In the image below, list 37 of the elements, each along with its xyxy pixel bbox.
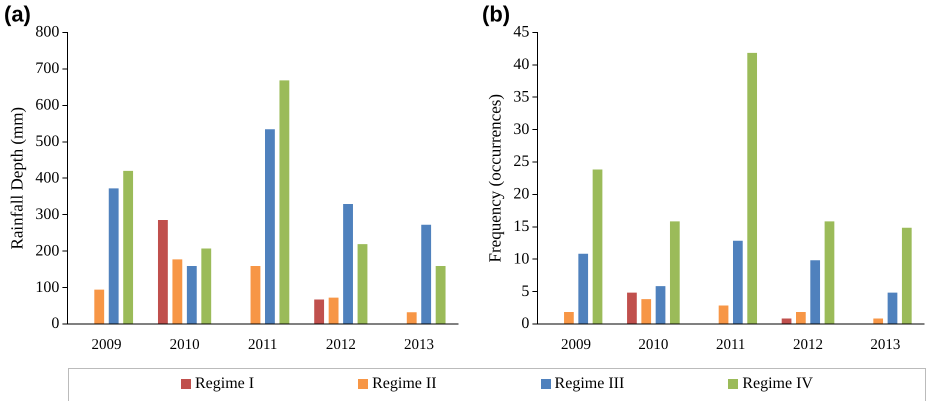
- x-tick-label: 2011: [716, 336, 746, 353]
- chart-title: (b): [482, 1, 510, 26]
- y-tick-label: 10: [513, 250, 530, 268]
- y-tick-label: 800: [35, 24, 60, 41]
- y-tick-label: 400: [35, 169, 60, 186]
- y-tick-label: 700: [35, 60, 60, 78]
- y-tick-label: 40: [513, 56, 530, 74]
- y-tick-label: 20: [513, 186, 530, 203]
- y-tick-label: 0: [521, 315, 530, 332]
- y-tick-label: 200: [35, 242, 60, 260]
- x-tick-label: 2013: [404, 336, 434, 353]
- x-tick-label: 2013: [870, 336, 900, 353]
- y-axis-title: Rainfall Depth (mm): [8, 106, 27, 250]
- chart-title: (a): [4, 1, 31, 26]
- y-tick-label: 45: [513, 24, 530, 41]
- y-tick-label: 15: [513, 218, 530, 236]
- legend-label: Regime II: [372, 375, 437, 393]
- y-tick-label: 30: [513, 120, 530, 138]
- y-tick-label: 5: [521, 282, 530, 300]
- legend-label: Regime IV: [742, 375, 813, 393]
- legend-label: Regime I: [195, 375, 254, 393]
- y-tick-label: 35: [513, 88, 530, 106]
- y-tick-label: 500: [35, 132, 60, 150]
- legend-label: Regime III: [554, 375, 624, 393]
- x-tick-label: 2010: [638, 336, 668, 353]
- y-tick-label: 600: [35, 96, 60, 114]
- x-tick-label: 2012: [326, 336, 356, 353]
- y-tick-label: 300: [35, 206, 60, 223]
- x-tick-label: 2011: [248, 336, 278, 353]
- x-tick-label: 2010: [170, 336, 200, 353]
- y-tick-label: 0: [51, 315, 60, 332]
- x-tick-label: 2009: [561, 336, 592, 353]
- x-tick-label: 2012: [793, 336, 824, 353]
- y-tick-label: 25: [513, 153, 530, 170]
- y-axis-title: Frequency (occurrences): [486, 94, 505, 262]
- x-tick-label: 2009: [91, 336, 122, 353]
- y-tick-label: 100: [35, 278, 60, 296]
